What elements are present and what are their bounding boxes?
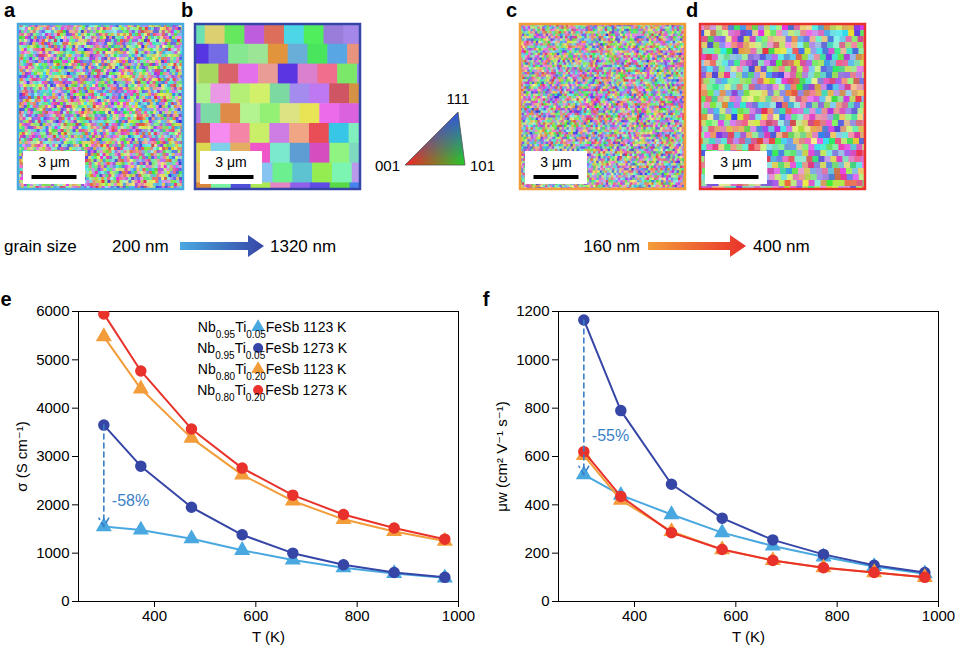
svg-text:600: 600 — [524, 447, 549, 464]
svg-text:1320 nm: 1320 nm — [270, 237, 336, 256]
svg-text:400: 400 — [622, 607, 647, 624]
svg-text:3 μm: 3 μm — [540, 154, 571, 170]
svg-text:600: 600 — [243, 607, 268, 624]
svg-text:1200: 1200 — [516, 302, 549, 319]
svg-text:6000: 6000 — [36, 302, 69, 319]
svg-text:-55%: -55% — [592, 427, 629, 444]
svg-text:1000: 1000 — [516, 351, 549, 368]
svg-text:Nb0.80Ti0.20FeSb 1273 K: Nb0.80Ti0.20FeSb 1273 K — [197, 382, 347, 403]
svg-text:μw (cm² V⁻¹ s⁻¹): μw (cm² V⁻¹ s⁻¹) — [493, 401, 510, 511]
svg-text:200: 200 — [524, 544, 549, 561]
svg-text:e: e — [0, 289, 11, 310]
svg-text:600: 600 — [723, 607, 748, 624]
svg-text:1000: 1000 — [922, 607, 955, 624]
svg-text:grain size: grain size — [4, 237, 77, 256]
svg-text:0: 0 — [61, 592, 69, 609]
svg-text:4000: 4000 — [36, 399, 69, 416]
svg-text:400: 400 — [142, 607, 167, 624]
svg-text:f: f — [483, 289, 490, 310]
svg-text:T (K): T (K) — [252, 628, 285, 645]
svg-text:111: 111 — [447, 90, 470, 107]
svg-text:Nb0.95Ti0.05FeSb 1123 K: Nb0.95Ti0.05FeSb 1123 K — [198, 319, 347, 340]
svg-text:3 μm: 3 μm — [38, 154, 69, 170]
svg-text:200 nm: 200 nm — [112, 237, 169, 256]
svg-text:Nb0.95Ti0.05FeSb 1273 K: Nb0.95Ti0.05FeSb 1273 K — [197, 340, 347, 361]
svg-text:σ (S cm⁻¹): σ (S cm⁻¹) — [13, 421, 30, 492]
svg-text:5000: 5000 — [36, 351, 69, 368]
svg-text:d: d — [686, 0, 698, 21]
svg-text:0: 0 — [541, 592, 549, 609]
svg-text:T (K): T (K) — [732, 628, 765, 645]
svg-text:1000: 1000 — [36, 544, 69, 561]
svg-text:800: 800 — [825, 607, 850, 624]
svg-text:1000: 1000 — [442, 607, 475, 624]
svg-text:Nb0.80Ti0.20FeSb 1123 K: Nb0.80Ti0.20FeSb 1123 K — [198, 361, 347, 382]
svg-text:400 nm: 400 nm — [753, 237, 810, 256]
svg-text:400: 400 — [524, 496, 549, 513]
svg-text:3 μm: 3 μm — [720, 154, 751, 170]
svg-text:800: 800 — [345, 607, 370, 624]
svg-text:a: a — [4, 0, 16, 21]
svg-text:b: b — [181, 0, 193, 21]
svg-text:2000: 2000 — [36, 496, 69, 513]
svg-text:101: 101 — [470, 157, 495, 174]
svg-text:3 μm: 3 μm — [215, 154, 246, 170]
svg-text:160 nm: 160 nm — [583, 237, 640, 256]
svg-text:-58%: -58% — [112, 492, 149, 509]
svg-text:c: c — [506, 0, 517, 21]
svg-text:001: 001 — [375, 157, 400, 174]
svg-text:800: 800 — [524, 399, 549, 416]
svg-text:3000: 3000 — [36, 447, 69, 464]
